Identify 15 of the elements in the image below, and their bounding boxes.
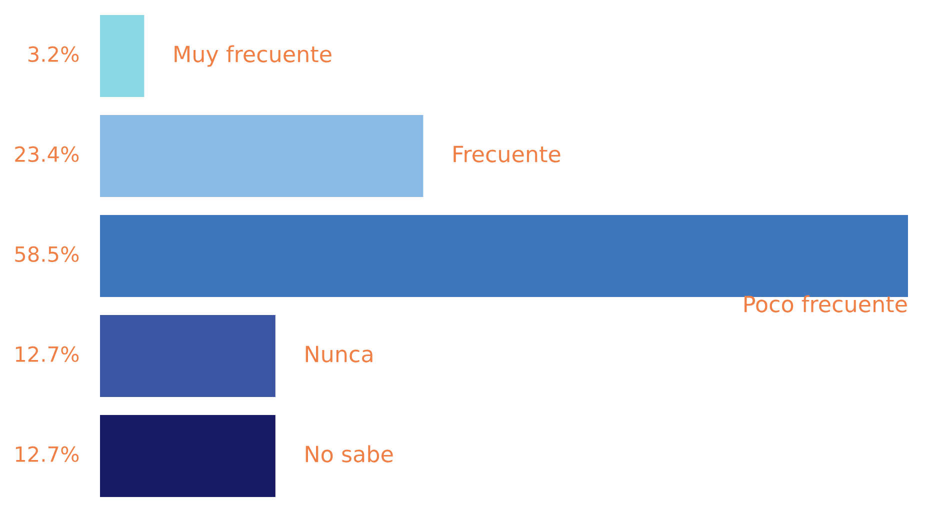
- y-tick-label: Nunca: [306, 346, 372, 362]
- bar: [100, 415, 276, 497]
- bar: [100, 15, 144, 97]
- bar: [100, 115, 424, 197]
- data-label: 23.4%: [15, 146, 79, 162]
- bar: [100, 215, 908, 297]
- y-tick-label: Poco frecuente: [744, 295, 907, 312]
- data-label: 12.7%: [16, 346, 79, 362]
- y-tick-label: Muy frecuente: [174, 45, 332, 67]
- data-label: 3.2%: [28, 46, 79, 62]
- y-tick-label: Frecuente: [454, 146, 560, 162]
- bar: [100, 315, 276, 397]
- y-tick-label: No sabe: [306, 445, 393, 462]
- data-label: 12.7%: [16, 446, 79, 462]
- data-label: 58.5%: [15, 246, 79, 262]
